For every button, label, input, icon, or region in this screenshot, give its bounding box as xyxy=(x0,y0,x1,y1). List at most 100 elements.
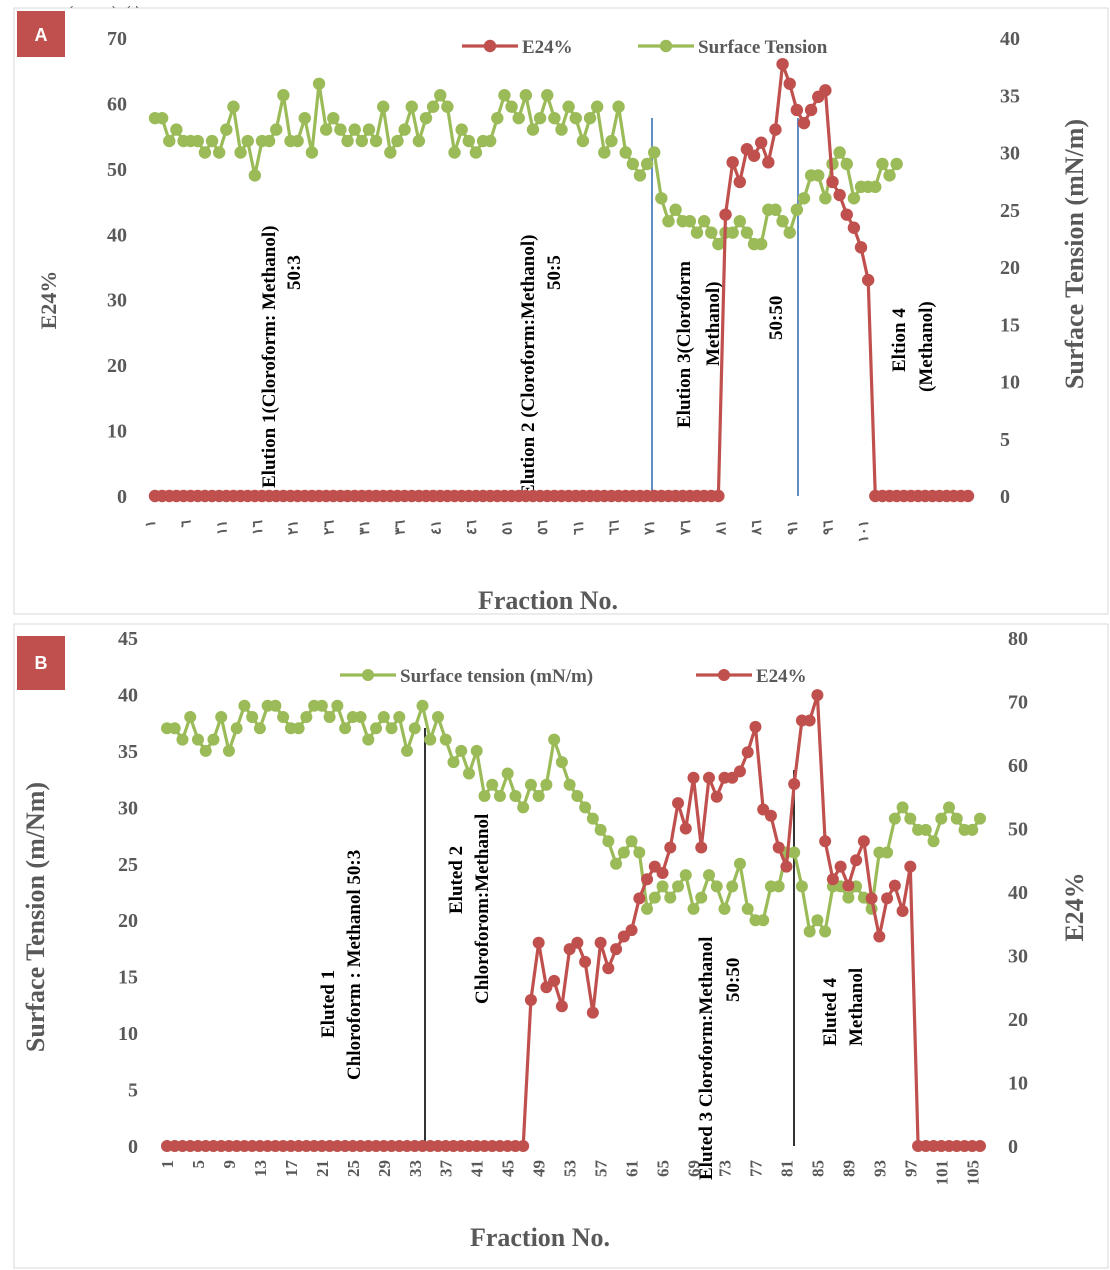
panel-a-left-y-axis-title: E24% xyxy=(36,271,61,330)
panel-a-surface-tension-point xyxy=(355,134,369,148)
panel-a-right-y-tick: 0 xyxy=(1000,486,1010,508)
panel-a-surface-tension-point xyxy=(690,226,704,239)
panel-a-surface-tension-point xyxy=(562,100,575,113)
panel-a-elution-label: Elution 2 (Cloroform:Methanol) xyxy=(518,235,539,497)
panel-b-surface-tension-point xyxy=(602,835,615,848)
panel-b-elution-label: Chloroform : Methanol 50:3 xyxy=(344,850,365,1080)
panel-b-legend-surface-tension-label: Surface tension (mN/m) xyxy=(400,666,593,687)
panel-a-e24-point xyxy=(797,116,811,130)
panel-a-left-y-tick: 0 xyxy=(117,486,127,508)
panel-a-x-tick: ٢١ xyxy=(287,520,302,535)
panel-b-e24-point xyxy=(834,860,847,873)
panel-b-surface-tension-point xyxy=(493,790,506,803)
panel-b-elution-label: 50:50 xyxy=(723,958,744,1002)
panel-a-e24-point xyxy=(769,123,782,136)
panel-b-x-tick: 89 xyxy=(839,1160,858,1177)
panel-b-x-tick: 33 xyxy=(406,1160,425,1177)
panel-a-x-tick: ٧١ xyxy=(643,520,658,536)
panel-b-surface-tension-point xyxy=(215,711,228,724)
panel-a-x-tick: ١٠١ xyxy=(857,520,872,543)
panel-a-x-tick: ٦٦ xyxy=(608,520,623,536)
panel-b-surface-tension-point xyxy=(331,699,344,712)
panel-b-surface-tension-point xyxy=(919,823,932,836)
panel-b-surface-tension-point xyxy=(819,925,832,938)
panel-b-surface-tension-point xyxy=(625,835,638,848)
panel-a-x-tick: ٣١ xyxy=(358,520,373,535)
panel-a-left-y-tick: 10 xyxy=(107,421,127,443)
panel-b-right-y-tick: 20 xyxy=(1008,1009,1028,1031)
panel-a-surface-tension-point xyxy=(163,134,176,148)
panel-b-x-tick: 17 xyxy=(282,1160,301,1178)
panel-b-x-axis-title: Fraction No. xyxy=(470,1223,610,1252)
panel-b-surface-tension-point xyxy=(191,733,204,746)
panel-b-surface-tension-point xyxy=(416,699,429,712)
panel-a-surface-tension-point xyxy=(790,203,804,216)
panel-a-e24-point xyxy=(840,208,853,221)
panel-a-x-tick: ٤١ xyxy=(429,520,444,535)
panel-a-surface-tension-point xyxy=(833,146,846,159)
panel-a-surface-tension-point xyxy=(369,134,383,148)
panel-a-surface-tension-point xyxy=(705,226,718,239)
panel-a-surface-tension-point xyxy=(683,215,697,228)
panel-b-x-tick: 1 xyxy=(158,1160,177,1169)
panel-a-surface-tension-point xyxy=(448,146,461,159)
panel-a-surface-tension-point xyxy=(776,215,789,228)
panel-b-x-tick: 73 xyxy=(715,1160,734,1177)
panel-a-surface-tension-point xyxy=(840,157,853,171)
panel-b-x-tick: 57 xyxy=(592,1160,611,1178)
panel-b-surface-tension-point xyxy=(447,756,460,769)
panel-b-surface-tension-point xyxy=(540,778,553,791)
panel-b-surface-tension-point xyxy=(710,880,723,893)
panel-b-left-y-tick: 15 xyxy=(118,967,138,989)
panel-b-badge-label: B xyxy=(35,653,48,673)
panel-b-surface-tension-point xyxy=(679,869,692,882)
panel-a-surface-tension-point xyxy=(783,226,796,239)
panel-a-surface-tension-point xyxy=(319,123,333,136)
panel-a-x-tick: ٧٦ xyxy=(679,520,694,537)
panel-a-surface-tension-point xyxy=(205,134,219,148)
panel-b-right-y-tick: 80 xyxy=(1008,628,1028,650)
panel-a-legend-surface-tension-label: Surface Tension xyxy=(698,37,828,58)
panel-b-surface-tension-point xyxy=(896,801,909,814)
panel-a-x-tick: ١٦ xyxy=(251,520,266,536)
panel-a-surface-tension-point xyxy=(426,100,440,113)
panel-b-e24-point xyxy=(881,892,894,905)
panel-a-right-y-tick: 30 xyxy=(1000,143,1020,165)
panel-b-right-y-axis-title: E24% xyxy=(1060,872,1089,941)
panel-b-surface-tension-point xyxy=(486,778,499,791)
panel-a-e24-point xyxy=(833,188,846,202)
panel-a-right-y-tick: 20 xyxy=(1000,257,1020,279)
panel-b-e24-point xyxy=(656,866,669,879)
panel-a-e24-point xyxy=(762,156,775,169)
panel-a-surface-tension-point xyxy=(819,192,832,205)
panel-b-surface-tension-point xyxy=(393,711,406,724)
panel-b-e24-point xyxy=(664,841,677,854)
panel-b-e24-point xyxy=(703,771,715,784)
panel-b-surface-tension-point xyxy=(974,812,986,825)
panel-b-x-tick: 5 xyxy=(189,1160,208,1169)
panel-a-surface-tension-point xyxy=(733,215,746,228)
panel-b-right-y-tick: 10 xyxy=(1008,1073,1028,1095)
panel-b-e24-point xyxy=(819,835,832,848)
panel-b-e24-point xyxy=(811,689,824,702)
panel-b-surface-tension-point xyxy=(199,744,212,757)
panel-a-e24-point xyxy=(776,57,789,71)
panel-b-e24-point xyxy=(896,905,909,918)
panel-b-surface-tension-point xyxy=(842,891,855,904)
panel-b-surface-tension-point xyxy=(238,699,251,712)
panel-b-e24-point xyxy=(625,924,638,937)
panel-b-right-y-tick: 40 xyxy=(1008,882,1028,904)
panel-a-x-tick: ٨٦ xyxy=(750,520,765,537)
panel-b-left-y-tick: 35 xyxy=(118,741,138,763)
panel-b-e24-point xyxy=(780,860,793,873)
panel-b-left-y-tick: 30 xyxy=(118,797,138,819)
panel-b-surface-tension-point xyxy=(563,778,576,791)
panel-a-right-y-tick: 35 xyxy=(1000,85,1020,107)
panel-a-surface-tension-point xyxy=(669,203,682,216)
panel-a-surface-tension-point xyxy=(405,100,418,113)
panel-a-surface-tension-point xyxy=(220,123,233,136)
panel-a-surface-tension-point xyxy=(348,123,361,136)
panel-a-e24-point xyxy=(790,103,804,117)
panel-b-elution-label: Eluted 3 Cloroform:Methanol xyxy=(696,937,717,1180)
panel-b-surface-tension-point xyxy=(586,812,599,825)
